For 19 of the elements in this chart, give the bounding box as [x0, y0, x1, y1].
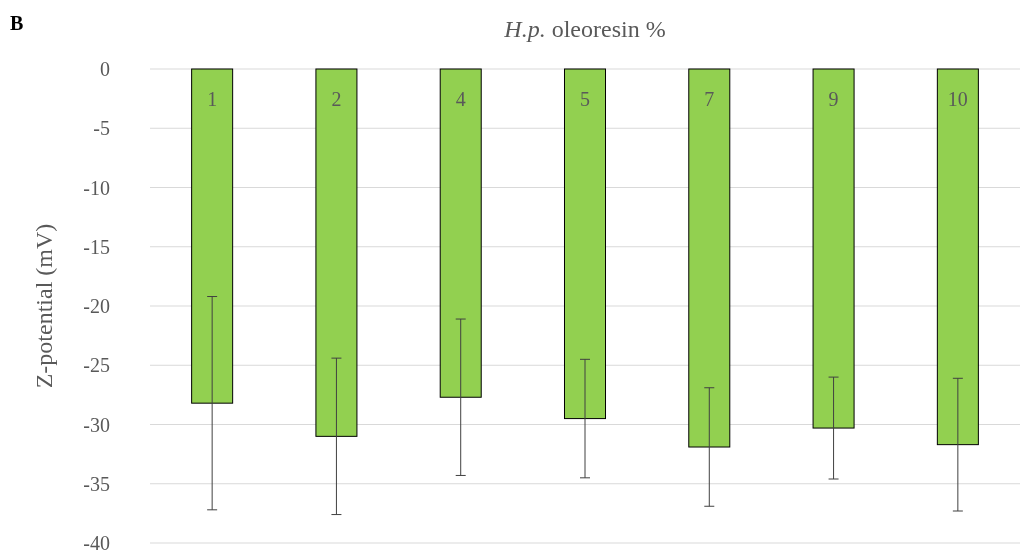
y-tick-label: -30	[83, 413, 110, 436]
y-tick-label: -10	[83, 176, 110, 199]
y-tick-label: -5	[93, 117, 110, 140]
y-tick-label: -15	[83, 235, 110, 258]
x-tick-label: 9	[828, 88, 839, 110]
x-tick-label: 4	[455, 88, 466, 110]
y-tick-label: -40	[83, 532, 110, 554]
y-tick-label: -25	[83, 354, 110, 377]
text: B	[10, 12, 24, 34]
y-tick-label: -20	[83, 295, 110, 317]
x-tick-label: 10	[947, 88, 968, 110]
x-tick-label: 2	[331, 88, 342, 110]
x-tick-label: 5	[580, 88, 590, 110]
y-axis-title: Z-potential (mV)	[31, 223, 57, 389]
x-tick-label: 1	[207, 88, 218, 110]
chart-title: H.p. oleoresin %	[503, 16, 666, 42]
x-tick-label: 7	[704, 88, 715, 110]
y-tick-label: 0	[100, 58, 110, 80]
y-tick-label: -35	[83, 472, 110, 495]
